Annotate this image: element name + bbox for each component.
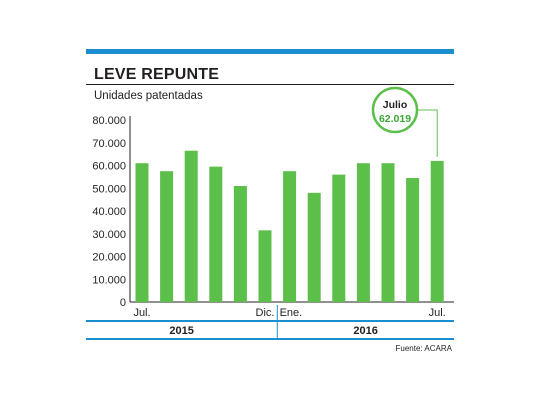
x-tick-label: Ene. xyxy=(280,307,303,319)
bar-oct-3 xyxy=(209,166,223,302)
callout-circle xyxy=(371,86,419,134)
callout-label: Julio xyxy=(383,99,408,111)
source-note: Fuente: ACARA xyxy=(395,344,452,353)
bar-feb-7 xyxy=(307,192,321,302)
bar-jul-12 xyxy=(430,160,444,302)
y-tick-label: 10.000 xyxy=(92,274,126,286)
y-tick-label: 60.000 xyxy=(92,161,126,173)
y-tick-label: 0 xyxy=(120,297,126,309)
y-tick-label: 40.000 xyxy=(92,206,126,218)
x-tick-label: Jul. xyxy=(133,307,150,319)
x-tick-label: Jul. xyxy=(429,307,446,319)
bar-ene-6 xyxy=(283,171,297,302)
title-divider xyxy=(86,84,454,85)
bar-jul-0 xyxy=(135,163,149,302)
bar-jun-11 xyxy=(406,178,420,302)
bar-sep-2 xyxy=(184,150,198,302)
year-label: 2015 xyxy=(169,325,193,337)
y-tick-label: 80.000 xyxy=(92,115,126,127)
bar-mar-8 xyxy=(332,174,346,302)
year-label: 2016 xyxy=(353,325,377,337)
bar-abr-9 xyxy=(356,163,370,302)
callout-leader-line xyxy=(417,109,438,157)
bar-may-10 xyxy=(381,163,395,302)
y-tick-label: 70.000 xyxy=(92,138,126,150)
x-tick-label: Dic. xyxy=(256,307,275,319)
chart-title: LEVE REPUNTE xyxy=(94,66,220,83)
y-tick-label: 20.000 xyxy=(92,252,126,264)
callout-value: 62.019 xyxy=(379,113,411,125)
y-tick-label: 30.000 xyxy=(92,229,126,241)
chart-subtitle: Unidades patentadas xyxy=(94,90,203,102)
y-tick-label: 50.000 xyxy=(92,183,126,195)
bar-ago-1 xyxy=(160,171,174,302)
top-accent-rule xyxy=(86,49,454,54)
bar-nov-4 xyxy=(233,185,247,302)
bar-dic-5 xyxy=(258,230,272,302)
